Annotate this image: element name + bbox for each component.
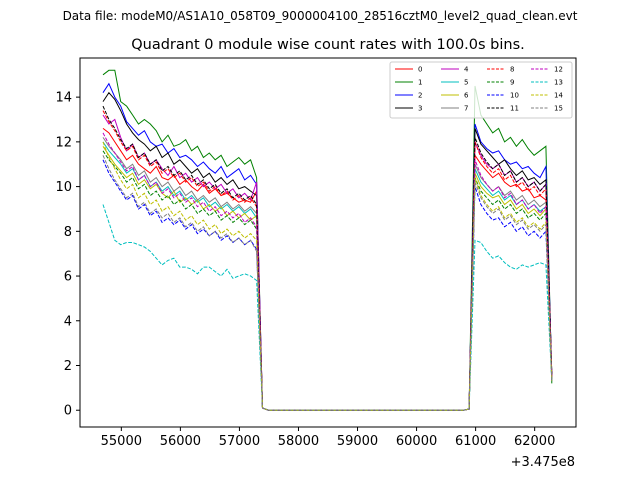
series-line-10 bbox=[102, 159, 553, 411]
x-axis: 55000 56000 57000 58000 59000 60000 61000 62000 bbox=[101, 427, 555, 449]
x-tick-label: 59000 bbox=[337, 434, 378, 449]
legend-label-10: 10 bbox=[510, 92, 519, 100]
chart-title: Quadrant 0 module wise count rates with … bbox=[131, 37, 525, 53]
y-tick-label: 14 bbox=[55, 91, 72, 106]
y-tick-label: 10 bbox=[55, 180, 72, 195]
legend-label-1: 1 bbox=[418, 79, 422, 87]
legend-label-13: 13 bbox=[554, 79, 563, 87]
x-tick-label: 55000 bbox=[101, 434, 142, 449]
x-offset-label: +3.475e8 bbox=[511, 455, 575, 470]
x-tick-label: 62000 bbox=[514, 434, 555, 449]
y-tick-label: 6 bbox=[64, 270, 72, 285]
legend-label-0: 0 bbox=[418, 66, 422, 74]
legend-label-11: 11 bbox=[510, 105, 519, 113]
y-tick-label: 4 bbox=[64, 314, 72, 329]
legend-label-7: 7 bbox=[464, 105, 468, 113]
suptitle: Data file: modeM0/AS1A10_058T09_90000041… bbox=[63, 9, 578, 23]
series-line-8 bbox=[102, 110, 553, 411]
y-tick-label: 2 bbox=[64, 359, 72, 374]
legend-label-6: 6 bbox=[464, 92, 469, 100]
y-tick-label: 8 bbox=[64, 225, 72, 240]
series-line-12 bbox=[102, 132, 553, 411]
y-tick-label: 12 bbox=[55, 135, 72, 150]
x-tick-label: 57000 bbox=[219, 434, 260, 449]
legend-box bbox=[389, 61, 573, 119]
x-tick-label: 60000 bbox=[396, 434, 437, 449]
legend-label-8: 8 bbox=[510, 66, 514, 74]
legend-label-9: 9 bbox=[510, 79, 514, 87]
legend-label-2: 2 bbox=[418, 92, 422, 100]
legend-label-4: 4 bbox=[464, 66, 469, 74]
legend-label-12: 12 bbox=[554, 66, 563, 74]
y-axis: 0 2 4 6 8 10 12 14 bbox=[55, 91, 80, 419]
x-tick-label: 56000 bbox=[160, 434, 201, 449]
legend-label-5: 5 bbox=[464, 79, 468, 87]
series-line-15 bbox=[102, 155, 553, 411]
y-tick-label: 0 bbox=[64, 404, 72, 419]
legend-label-3: 3 bbox=[418, 105, 422, 113]
legend-label-14: 14 bbox=[554, 92, 563, 100]
plot-frame bbox=[79, 57, 577, 428]
x-tick-label: 58000 bbox=[278, 434, 319, 449]
x-tick-label: 61000 bbox=[455, 434, 496, 449]
plot-lines bbox=[102, 69, 553, 411]
legend-label-15: 15 bbox=[554, 105, 563, 113]
